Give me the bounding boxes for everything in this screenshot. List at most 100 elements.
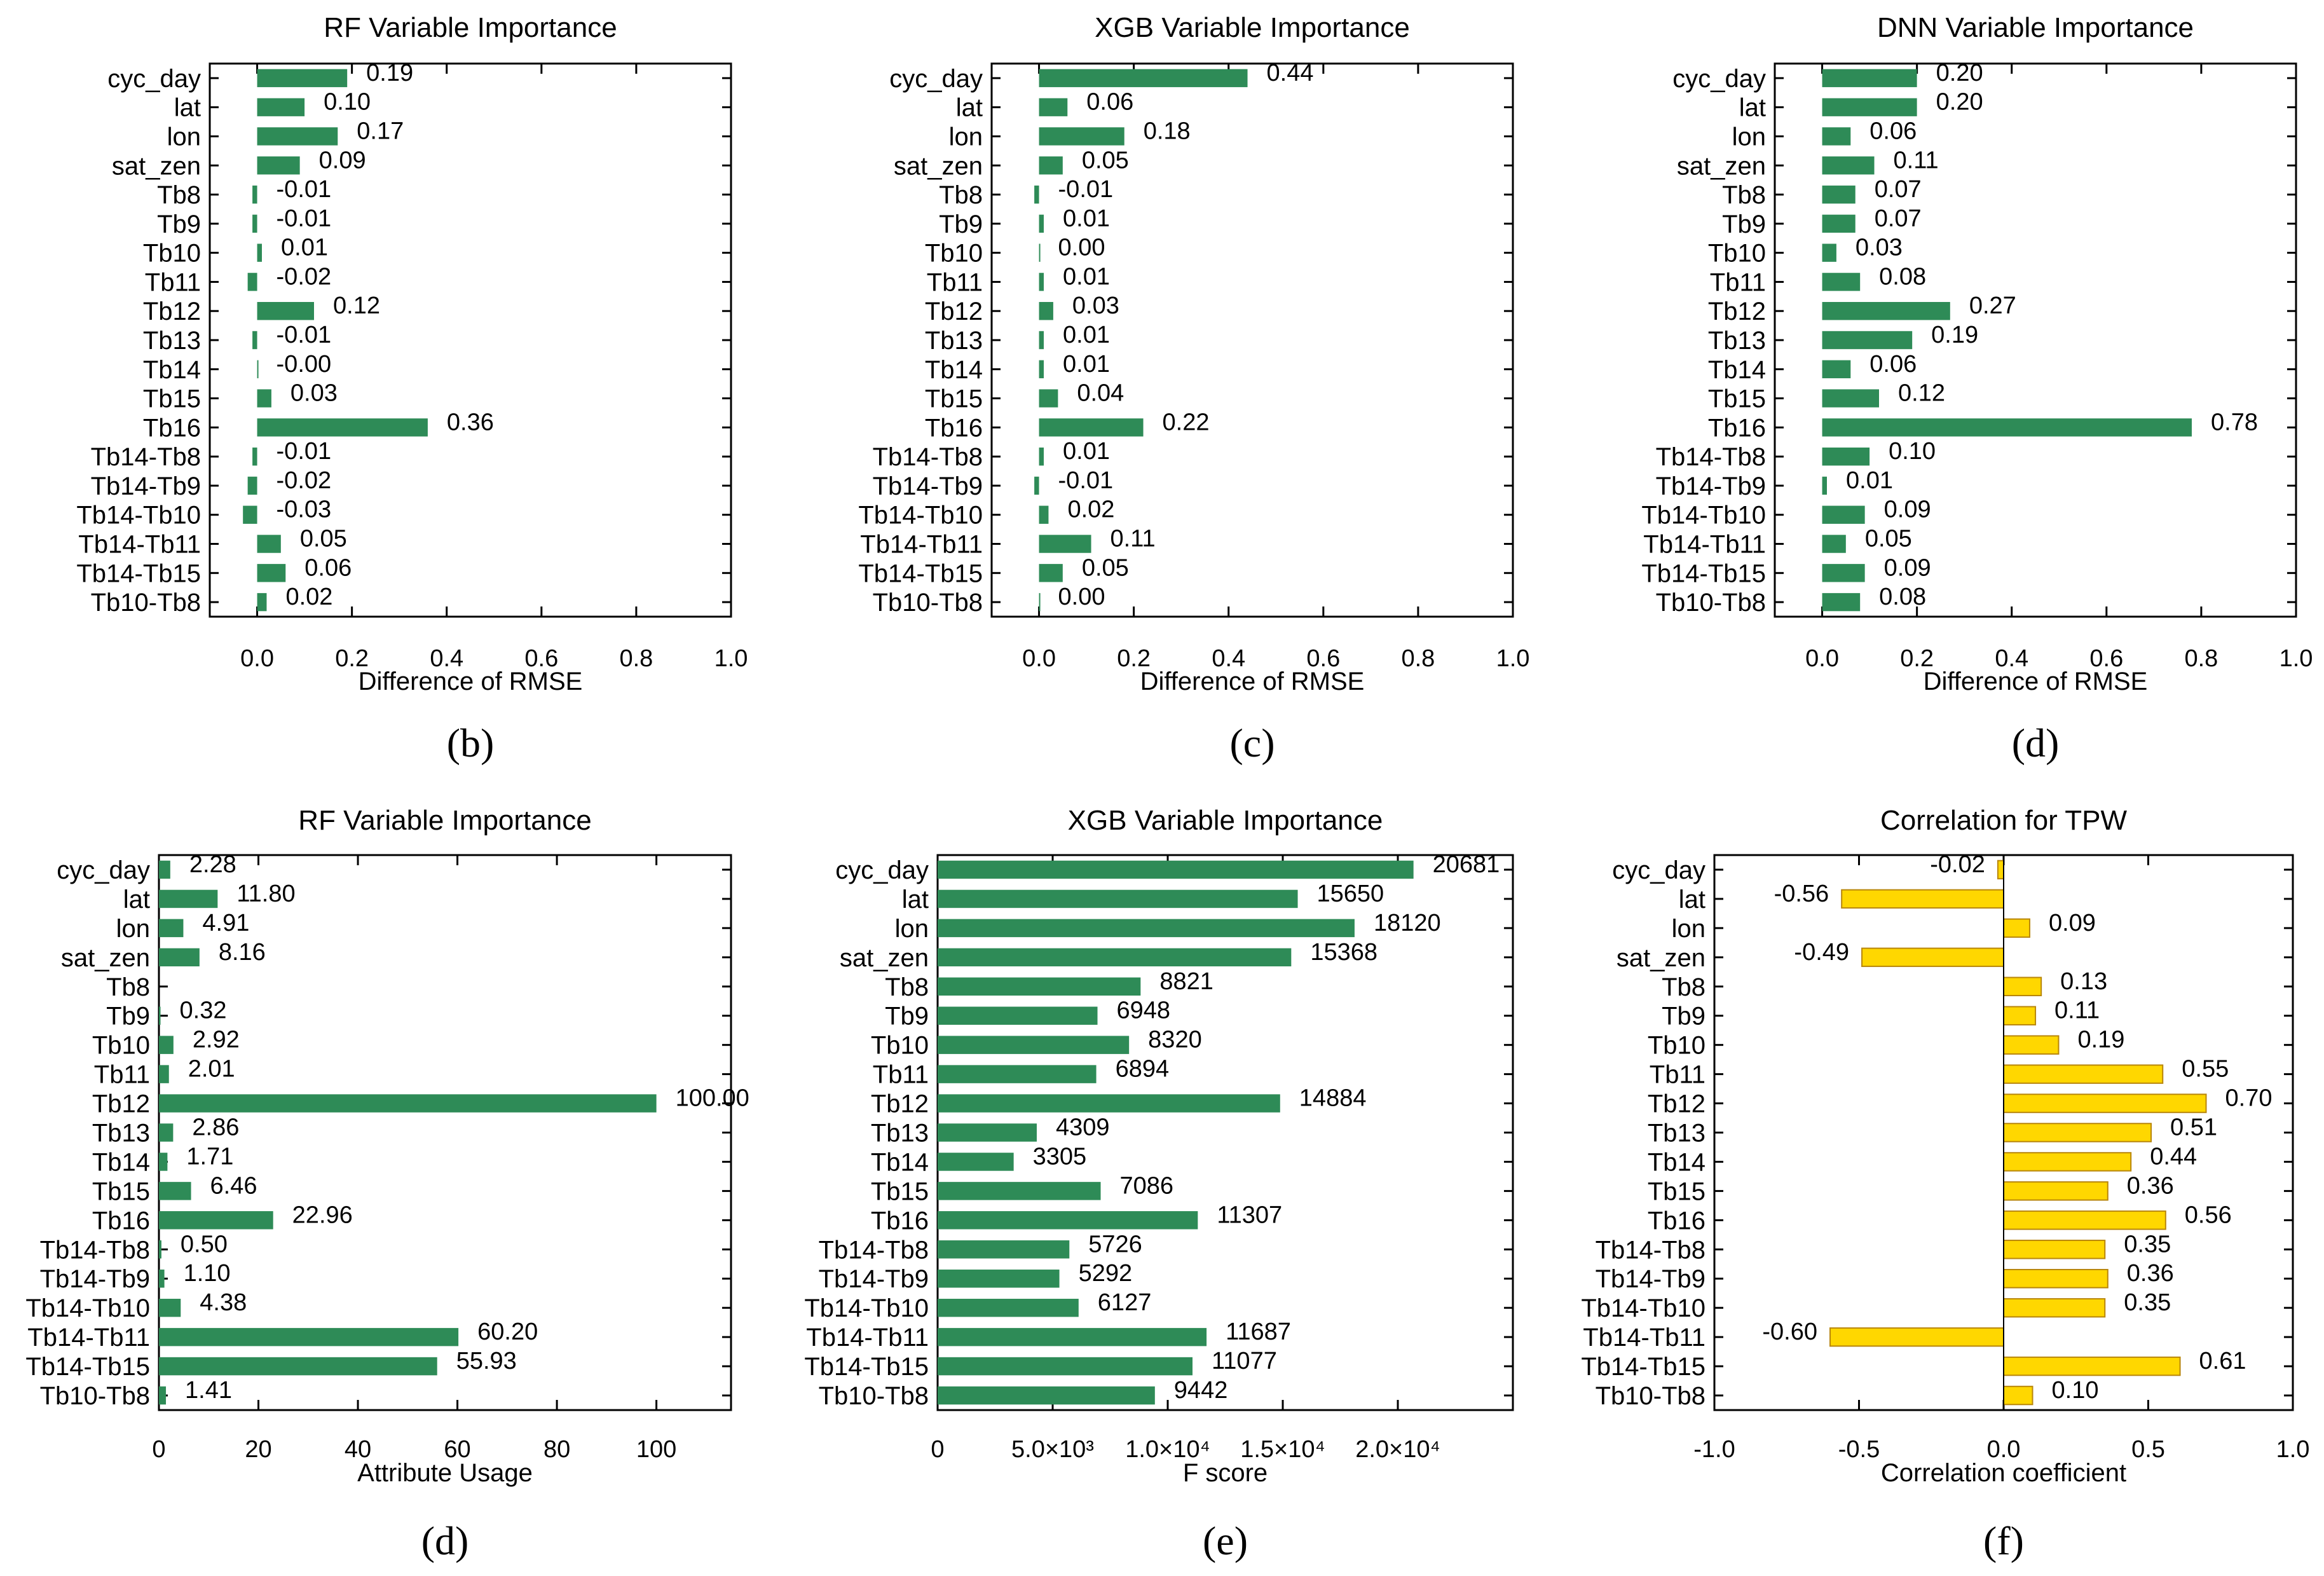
data-label: 0.01 — [1063, 205, 1110, 232]
data-label: 5726 — [1088, 1231, 1142, 1257]
data-label: 6127 — [1098, 1289, 1152, 1316]
chart-title: RF Variable Importance — [298, 805, 591, 836]
category-label: Tb8 — [106, 973, 150, 1001]
data-label: 0.50 — [181, 1231, 228, 1257]
data-label: -0.01 — [277, 176, 332, 203]
data-label: 0.07 — [1875, 205, 1922, 232]
bar — [159, 1298, 181, 1317]
bar — [252, 447, 257, 466]
category-label: Tb14-Tb11 — [27, 1324, 150, 1352]
x-tick-label: 2.0×10⁴ — [1355, 1436, 1440, 1463]
category-label: Tb9 — [1662, 1003, 1705, 1031]
data-label: 14884 — [1299, 1085, 1367, 1112]
data-label: 0.18 — [1144, 118, 1191, 144]
bar — [938, 1006, 1098, 1025]
category-label: Tb16 — [1708, 414, 1766, 442]
x-axis-label: Difference of RMSE — [359, 668, 583, 695]
x-axis-label: Difference of RMSE — [1140, 668, 1365, 695]
bar — [938, 1065, 1097, 1083]
x-tick-label: 0.6 — [2089, 645, 2123, 672]
bar — [159, 889, 218, 908]
data-label: -0.01 — [277, 205, 332, 232]
category-label: cyc_day — [1612, 856, 1705, 884]
data-label: 0.10 — [1889, 438, 1936, 465]
chart-panel-4: RF Variable Importance 0 20 40 60 80 100 Attrib… — [25, 805, 749, 1563]
bar — [1822, 505, 1865, 524]
data-label: 0.56 — [2185, 1202, 2232, 1228]
bar — [159, 1123, 174, 1142]
bar — [938, 1094, 1280, 1113]
bar — [159, 1006, 161, 1025]
bar — [2003, 1152, 2132, 1172]
category-label: lat — [1679, 886, 1705, 914]
data-label: 0.06 — [1086, 89, 1133, 116]
bar — [257, 127, 338, 146]
data-label: 0.02 — [1067, 497, 1114, 523]
bar — [252, 185, 257, 204]
bar — [1822, 98, 1917, 116]
category-label: Tb10-Tb8 — [1656, 589, 1766, 617]
data-label: 0.04 — [1077, 380, 1124, 407]
category-label: Tb14-Tb10 — [76, 502, 201, 530]
bar — [1039, 98, 1068, 116]
bar — [159, 1094, 657, 1113]
data-label: 0.03 — [1856, 235, 1903, 261]
x-tick-label: 0.8 — [1401, 645, 1435, 672]
category-label: Tb14-Tb8 — [1596, 1236, 1705, 1264]
x-tick-label: 0.8 — [619, 645, 653, 672]
bar — [1822, 243, 1836, 262]
bar — [1822, 69, 1917, 88]
data-label: 11687 — [1226, 1319, 1291, 1345]
bar — [938, 1211, 1198, 1230]
bar — [257, 418, 428, 437]
category-label: Tb14-Tb15 — [804, 1353, 929, 1381]
data-label: 0.11 — [1894, 147, 1939, 174]
bar — [1822, 389, 1879, 408]
bar — [938, 1123, 1037, 1142]
data-label: 100.00 — [676, 1085, 749, 1112]
data-label: 0.06 — [304, 554, 352, 581]
category-label: cyc_day — [889, 65, 983, 93]
category-label: lat — [902, 886, 929, 914]
data-label: -0.56 — [1774, 881, 1829, 907]
category-label: Tb10 — [92, 1032, 150, 1060]
bar — [1997, 860, 2004, 880]
category-label: Tb14-Tb8 — [819, 1236, 929, 1264]
data-label: 8821 — [1159, 968, 1213, 995]
bar — [1039, 447, 1044, 466]
category-label: Tb8 — [1662, 973, 1705, 1001]
bar — [159, 1386, 167, 1405]
data-label: 0.09 — [1884, 497, 1931, 523]
data-label: 2.01 — [188, 1056, 235, 1083]
bar — [1861, 947, 2005, 968]
bar — [1039, 389, 1058, 408]
bar — [938, 948, 1292, 967]
category-label: Tb10-Tb8 — [873, 589, 983, 617]
category-label: cyc_day — [107, 65, 201, 93]
data-label: 0.06 — [1869, 118, 1917, 144]
bar — [1822, 535, 1846, 553]
category-label: Tb16 — [92, 1207, 150, 1235]
x-tick-label: 0.2 — [1117, 645, 1151, 672]
data-label: 0.05 — [1865, 526, 1912, 552]
category-label: Tb15 — [1648, 1177, 1705, 1205]
data-label: 0.27 — [1969, 292, 2016, 319]
category-label: Tb10-Tb8 — [819, 1382, 929, 1410]
bar — [1039, 593, 1041, 612]
data-label: 0.09 — [319, 147, 366, 174]
panel-label: (c) — [1229, 720, 1275, 765]
x-tick-label: 5.0×10³ — [1011, 1436, 1094, 1463]
bar — [247, 273, 257, 291]
data-label: 0.05 — [1082, 147, 1129, 174]
bar — [1822, 331, 1913, 350]
bar — [257, 389, 271, 408]
chart-panel-6: Correlation for TPW -1.0 -0.5 0.0 0.5 1.0 Corr… — [1581, 805, 2309, 1563]
data-label: 0.20 — [1936, 60, 1983, 86]
category-label: Tb14 — [143, 356, 201, 384]
x-tick-label: 1.0 — [1496, 645, 1530, 672]
category-label: Tb12 — [925, 298, 983, 325]
category-label: lon — [895, 915, 929, 943]
x-axis-label: Correlation coefficient — [1881, 1459, 2126, 1487]
data-label: 0.10 — [324, 89, 371, 116]
category-label: Tb11 — [1710, 268, 1766, 296]
